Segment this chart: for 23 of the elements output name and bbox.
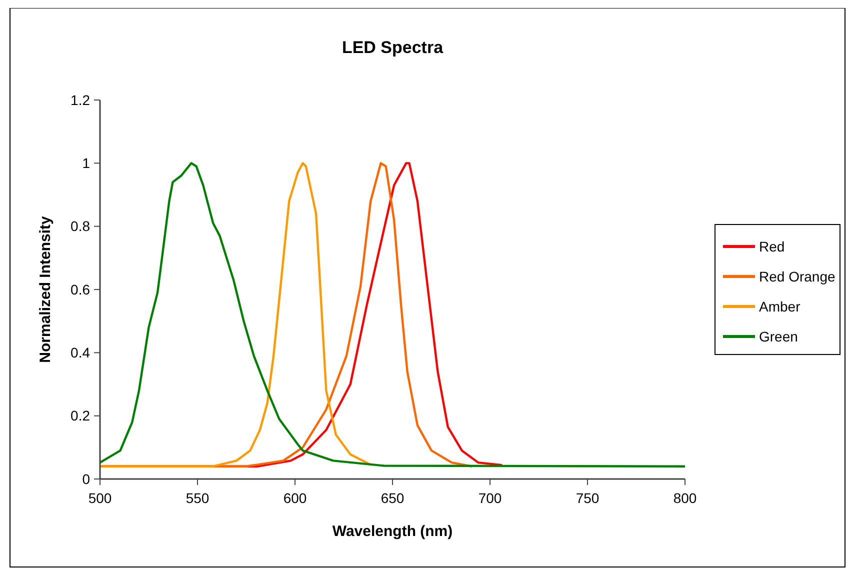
x-axis-title: Wavelength (nm)	[332, 523, 453, 540]
x-tick-label: 500	[88, 490, 112, 506]
y-tick-label: 0.8	[70, 218, 90, 234]
y-tick-label: 0	[82, 470, 90, 487]
y-tick-label: 1	[82, 155, 90, 172]
x-tick-label: 600	[283, 490, 307, 506]
legend-label: Amber	[759, 298, 801, 314]
x-tick-label: 750	[576, 490, 600, 506]
x-tick-label: 650	[380, 490, 404, 506]
line-series	[98, 162, 372, 468]
x-tick-label: 700	[478, 490, 502, 506]
line-series	[98, 162, 686, 468]
legend-label: Red Orange	[759, 268, 836, 284]
legend-label: Green	[759, 328, 798, 344]
chart-title: LED Spectra	[342, 38, 444, 57]
y-axis-title: Normalized Intensity	[37, 215, 54, 363]
y-tick-label: 1.2	[70, 92, 90, 108]
y-tick-label: 0.6	[70, 281, 90, 298]
y-tick-label: 0.2	[70, 408, 90, 424]
y-tick-label: 0.4	[70, 344, 90, 361]
x-tick-label: 800	[673, 490, 697, 506]
legend-label: Red	[759, 238, 785, 254]
x-tick-label: 550	[186, 490, 210, 506]
